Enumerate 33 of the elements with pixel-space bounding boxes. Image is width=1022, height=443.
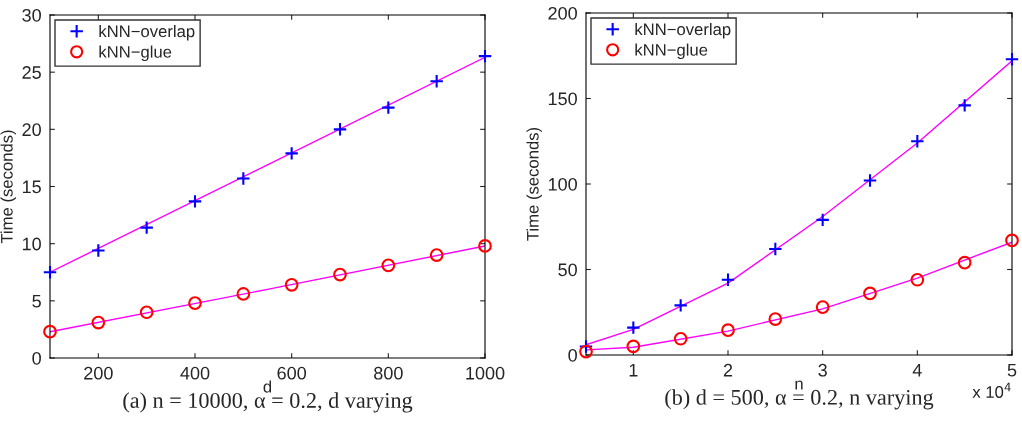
x-tick-label: 5 [1007,364,1017,377]
x-tick-label: 400 [180,366,210,380]
y-tick-label: 200 [548,6,577,20]
y-tick-label: 5 [32,294,41,308]
x-axis-title: n [795,380,803,390]
y-tick-label: 50 [558,263,577,277]
x-tick-label: 1 [629,364,638,377]
y-tick-label: 0 [568,348,577,362]
x-tick-label: 200 [84,366,113,380]
y-tick-label: 0 [32,351,41,365]
y-tick-label: 15 [22,180,41,194]
legend-label: kNN−glue [635,43,708,60]
text: x 10$^{4}$ [972,382,1011,398]
x-tick-label: 600 [277,366,307,380]
y-tick-label: 25 [22,66,41,79]
y-tick-label: 10 [22,237,41,251]
x-tick-label: 1000 [466,366,505,380]
legend-label: kNN−overlap [99,25,195,41]
x-tick-label: 2 [723,363,733,377]
y-axis-title: Time (seconds) [526,127,542,241]
x-tick-label: 3 [818,363,827,377]
x-axis-title: d [263,380,272,393]
text: (a) n = 10000, α = 0.2, d varying [123,392,413,413]
text: (b) d = 500, α = 0.2, n varying [665,389,934,410]
y-tick-label: 150 [548,92,577,106]
legend-label: kNN−glue [99,45,172,62]
x-tick-label: 4 [912,364,922,377]
y-axis-title: Time (seconds) [0,130,17,244]
x-tick-label: 800 [374,366,403,380]
y-tick-label: 100 [548,177,577,191]
y-tick-label: 20 [22,123,41,137]
y-tick-label: 30 [22,8,41,22]
legend-label: kNN−overlap [635,23,731,39]
